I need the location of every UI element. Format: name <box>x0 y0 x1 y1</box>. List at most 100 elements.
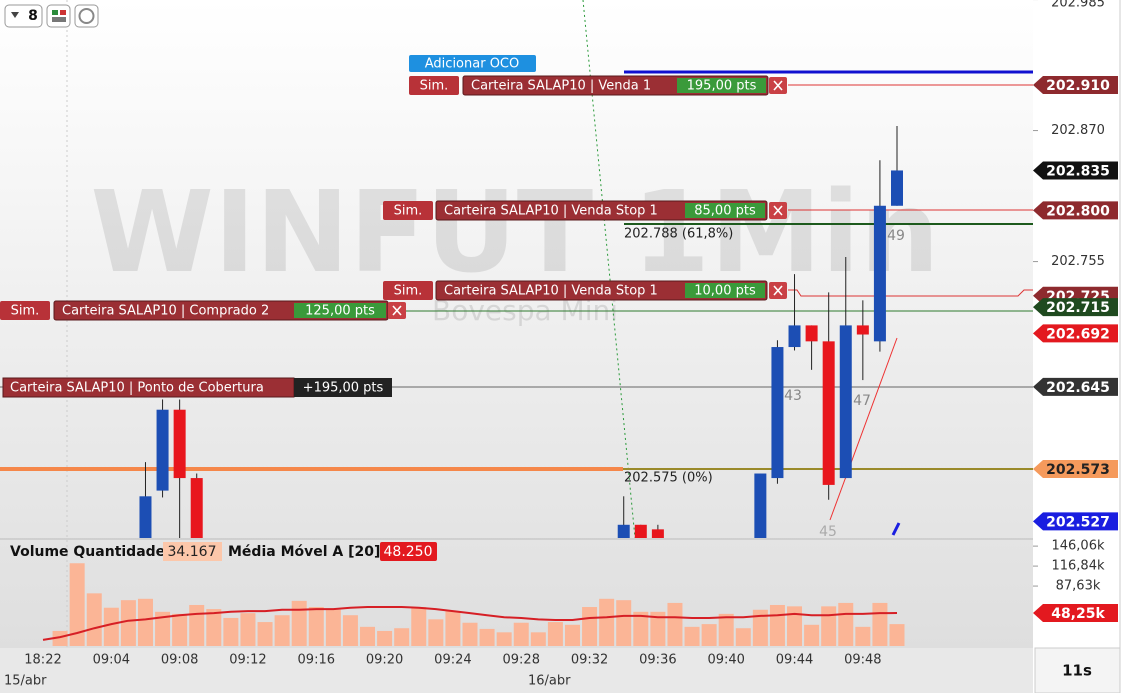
fib-label: 202.788 (61,8%) <box>624 227 733 242</box>
candle-body <box>173 409 186 479</box>
volume-bar <box>52 630 68 646</box>
marker <box>891 522 901 536</box>
volume-bar <box>701 624 717 646</box>
volume-bar <box>172 613 188 646</box>
y-tick-label: 202.755 <box>1051 254 1105 269</box>
price-tag <box>1033 75 1118 94</box>
coverage-name: Carteira SALAP10 | Ponto de Cobertura <box>10 381 264 396</box>
coverage-pts-bg <box>294 378 392 397</box>
price-tag-label: 202.573 <box>1046 462 1110 478</box>
order-name: Carteira SALAP10 | Venda 1 <box>471 79 651 94</box>
order-pts: 195,00 pts <box>687 79 757 94</box>
order-name: Carteira SALAP10 | Comprado 2 <box>62 304 269 319</box>
date-label: 16/abr <box>528 674 571 689</box>
icon <box>78 8 95 24</box>
volume-bar <box>752 609 768 646</box>
volume-bar <box>787 606 803 646</box>
price-tag-label: 202.645 <box>1046 380 1110 396</box>
candle-body <box>788 325 801 348</box>
candle-body <box>891 170 903 206</box>
price-tag <box>1033 161 1118 180</box>
volume-bar <box>872 602 888 646</box>
volume-bar <box>377 630 393 646</box>
order-pts: 125,00 pts <box>305 304 375 319</box>
price-tag-label: 202.715 <box>1046 300 1110 316</box>
candle-label: 45 <box>819 524 837 540</box>
order-pts-bg <box>294 303 386 318</box>
volume-bar <box>428 619 444 646</box>
coverage-pts: +195,00 pts <box>303 381 384 396</box>
x-tick-label: 09:04 <box>93 653 130 668</box>
layout-button[interactable] <box>46 4 71 28</box>
y-tick-label: 116,84k <box>1051 559 1104 574</box>
volume-bar <box>189 604 205 646</box>
volume-bar <box>69 563 85 646</box>
candle-body <box>634 524 647 538</box>
price-tag <box>1033 459 1118 478</box>
volume-bar <box>291 600 307 646</box>
volume-bar <box>684 626 700 646</box>
candle-body <box>805 325 818 342</box>
icon <box>52 17 66 22</box>
price-tag-label: 202.910 <box>1046 78 1110 94</box>
volume-bar <box>804 624 820 646</box>
oco-button[interactable] <box>409 55 536 72</box>
candle-body <box>139 496 152 538</box>
volume-bar <box>838 602 854 646</box>
price-tag-label: 202.692 <box>1046 326 1110 342</box>
candle-label: 49 <box>887 228 905 244</box>
fib-label: 202.575 (0%) <box>624 471 713 486</box>
order-name-bg <box>435 200 768 221</box>
price-tag <box>1033 298 1118 317</box>
volume-bar <box>445 611 461 646</box>
price-tag <box>1033 512 1118 531</box>
volume-bar <box>411 607 427 646</box>
price-tag-label: 202.835 <box>1046 163 1110 179</box>
toolbar-button[interactable] <box>4 4 43 28</box>
y-tick-label: 202.985 <box>1051 0 1105 11</box>
volume-bar <box>462 622 478 646</box>
timer: 11s <box>1062 662 1092 680</box>
volume-bar <box>616 600 632 646</box>
volume-bar <box>223 617 239 646</box>
toolbar: 8 <box>4 4 99 28</box>
candles <box>139 126 903 538</box>
volume-bar <box>155 611 171 646</box>
volume-bar <box>821 606 837 646</box>
volume-bar <box>308 607 324 646</box>
x-tick-label: 09:36 <box>639 653 676 668</box>
ma-tag-label: 48,25k <box>1051 606 1105 622</box>
candle-label: 43 <box>784 388 802 404</box>
order-name: Carteira SALAP10 | Venda Stop 1 <box>444 204 658 219</box>
sim-badge <box>0 301 50 320</box>
volume-bar <box>103 607 119 646</box>
candle-body <box>754 473 767 538</box>
cancel-icon <box>773 205 783 216</box>
y-tick-label: 146,06k <box>1051 539 1104 554</box>
ma-value-bg <box>380 542 437 561</box>
sim-label: Sim. <box>394 204 423 219</box>
order-pts: 85,00 pts <box>694 204 756 219</box>
volume-bar <box>325 609 341 646</box>
candle-body <box>771 347 784 479</box>
volume-bar <box>342 615 358 646</box>
volume-bar <box>86 593 102 646</box>
y-tick-label: 87,63k <box>1056 579 1101 594</box>
volume-bar <box>769 604 785 646</box>
timer-box <box>1034 647 1121 693</box>
y-tick-label: 202.870 <box>1051 123 1105 138</box>
order-name: Carteira SALAP10 | Venda Stop 1 <box>444 284 658 299</box>
sim-badge <box>409 76 459 95</box>
volume-bar <box>889 624 905 646</box>
volume-bar <box>667 602 683 646</box>
dropdown-icon <box>11 12 19 18</box>
time-axis-bg <box>0 648 1033 693</box>
volume-bar <box>394 628 410 646</box>
sim-badge <box>383 281 433 300</box>
x-tick-label: 09:48 <box>844 653 881 668</box>
price-tag-label: 202.800 <box>1046 203 1110 219</box>
x-tick-label: 09:24 <box>434 653 471 668</box>
ma-title: Média Móvel A [20] <box>228 544 380 560</box>
price-tag <box>1033 201 1118 220</box>
